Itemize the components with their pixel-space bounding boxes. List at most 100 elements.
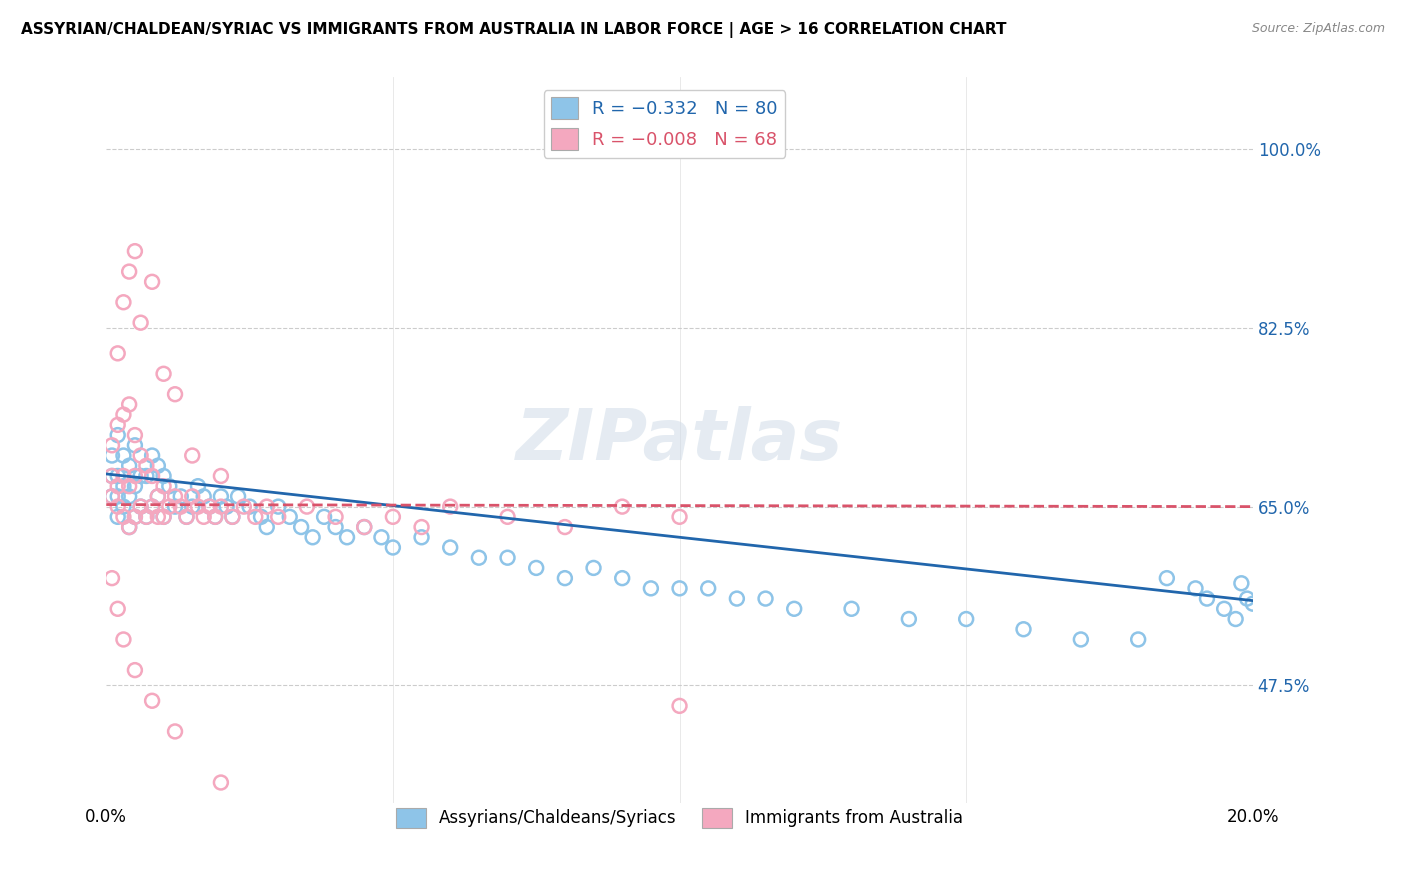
Point	[353, 520, 375, 534]
Point	[187, 479, 209, 493]
Point	[124, 663, 146, 677]
Point	[170, 500, 193, 514]
Point	[124, 509, 146, 524]
Point	[221, 509, 243, 524]
Point	[163, 500, 186, 514]
Point	[118, 397, 141, 411]
Point	[157, 479, 180, 493]
Point	[112, 509, 135, 524]
Point	[290, 520, 312, 534]
Point	[181, 500, 204, 514]
Point	[411, 530, 433, 544]
Point	[163, 724, 186, 739]
Point	[841, 602, 863, 616]
Point	[198, 500, 221, 514]
Point	[135, 509, 157, 524]
Point	[754, 591, 776, 606]
Point	[468, 550, 491, 565]
Point	[439, 500, 461, 514]
Point	[124, 509, 146, 524]
Point	[697, 582, 720, 596]
Point	[107, 479, 129, 493]
Point	[336, 530, 359, 544]
Point	[101, 571, 124, 585]
Point	[101, 469, 124, 483]
Point	[124, 479, 146, 493]
Point	[141, 694, 163, 708]
Point	[141, 449, 163, 463]
Point	[141, 500, 163, 514]
Point	[135, 469, 157, 483]
Point	[107, 490, 129, 504]
Point	[107, 417, 129, 432]
Point	[112, 500, 135, 514]
Point	[107, 346, 129, 360]
Point	[163, 490, 186, 504]
Point	[118, 520, 141, 534]
Point	[152, 509, 174, 524]
Point	[101, 469, 124, 483]
Point	[209, 775, 232, 789]
Point	[353, 520, 375, 534]
Point	[1195, 591, 1218, 606]
Text: ASSYRIAN/CHALDEAN/SYRIAC VS IMMIGRANTS FROM AUSTRALIA IN LABOR FORCE | AGE > 16 : ASSYRIAN/CHALDEAN/SYRIAC VS IMMIGRANTS F…	[21, 22, 1007, 38]
Point	[129, 500, 152, 514]
Point	[129, 500, 152, 514]
Point	[146, 509, 169, 524]
Point	[152, 469, 174, 483]
Point	[1156, 571, 1178, 585]
Point	[141, 469, 163, 483]
Point	[725, 591, 748, 606]
Point	[668, 582, 690, 596]
Point	[129, 316, 152, 330]
Point	[301, 530, 323, 544]
Point	[612, 500, 634, 514]
Legend: Assyrians/Chaldeans/Syriacs, Immigrants from Australia: Assyrians/Chaldeans/Syriacs, Immigrants …	[389, 801, 970, 835]
Point	[554, 571, 576, 585]
Point	[157, 500, 180, 514]
Point	[124, 438, 146, 452]
Point	[411, 520, 433, 534]
Point	[204, 509, 226, 524]
Point	[221, 509, 243, 524]
Point	[146, 458, 169, 473]
Point	[193, 490, 215, 504]
Point	[107, 509, 129, 524]
Point	[124, 428, 146, 442]
Point	[112, 479, 135, 493]
Point	[1213, 602, 1236, 616]
Point	[267, 509, 290, 524]
Point	[1070, 632, 1092, 647]
Point	[124, 244, 146, 259]
Point	[107, 469, 129, 483]
Point	[1241, 597, 1264, 611]
Point	[524, 561, 547, 575]
Point	[1230, 576, 1253, 591]
Point	[897, 612, 920, 626]
Point	[1012, 622, 1035, 636]
Point	[124, 469, 146, 483]
Point	[955, 612, 977, 626]
Point	[176, 509, 198, 524]
Point	[783, 602, 806, 616]
Point	[256, 520, 278, 534]
Point	[107, 500, 129, 514]
Point	[141, 275, 163, 289]
Point	[107, 428, 129, 442]
Point	[176, 509, 198, 524]
Point	[152, 479, 174, 493]
Text: ZIPatlas: ZIPatlas	[516, 406, 844, 475]
Point	[101, 438, 124, 452]
Point	[1184, 582, 1206, 596]
Point	[640, 582, 662, 596]
Point	[668, 509, 690, 524]
Point	[163, 387, 186, 401]
Point	[232, 500, 254, 514]
Point	[112, 408, 135, 422]
Point	[101, 490, 124, 504]
Point	[146, 490, 169, 504]
Point	[250, 509, 273, 524]
Point	[129, 449, 152, 463]
Point	[152, 367, 174, 381]
Point	[141, 500, 163, 514]
